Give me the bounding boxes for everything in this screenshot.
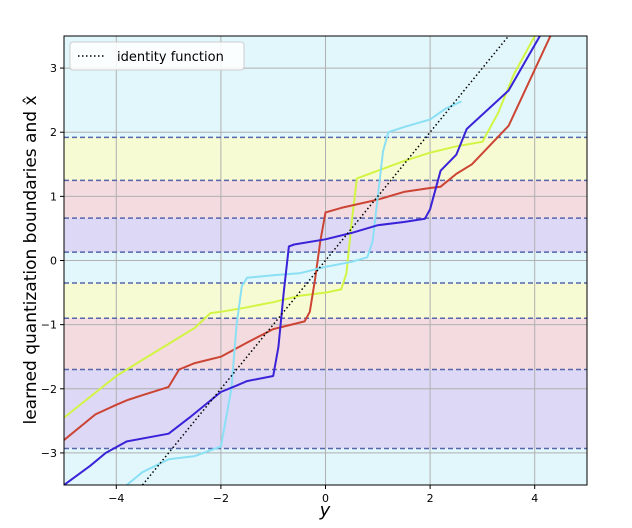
y-tick-label-6: 3 <box>50 62 57 75</box>
series-line-2 <box>126 100 462 485</box>
series-line-1 <box>64 36 552 441</box>
quantization-boundaries <box>64 136 587 450</box>
grid <box>64 36 587 485</box>
y-tick-label-1: −2 <box>41 383 57 396</box>
x-tick-label-4: 4 <box>531 492 538 505</box>
series-line-3 <box>64 36 541 485</box>
x-tick-label-2: 0 <box>322 492 329 505</box>
y-tick-label-0: −3 <box>41 447 57 460</box>
x-axis-ticks: −4 −2 0 2 4 <box>108 485 538 505</box>
legend-identity-label: identity function <box>117 50 224 65</box>
y-tick-label-4: 1 <box>50 190 57 203</box>
y-tick-label-2: −1 <box>41 319 57 332</box>
legend-box <box>69 41 245 71</box>
x-tick-label-0: −4 <box>108 492 124 505</box>
identity-line-group <box>141 36 510 485</box>
x-tick-label-3: 2 <box>427 492 434 505</box>
y-tick-label-3: 0 <box>50 255 57 268</box>
series-line-0 <box>64 36 536 419</box>
y-axis-ticks: −3 −2 −1 0 1 2 3 <box>41 62 64 460</box>
x-axis-label: y <box>319 500 331 521</box>
legend: identity function <box>69 41 245 71</box>
identity-line <box>141 36 510 485</box>
y-axis-label: learned quantization boundaries and x̂ <box>21 95 41 424</box>
y-tick-label-5: 2 <box>50 126 57 139</box>
x-tick-label-1: −2 <box>213 492 229 505</box>
series-lines <box>64 36 552 485</box>
